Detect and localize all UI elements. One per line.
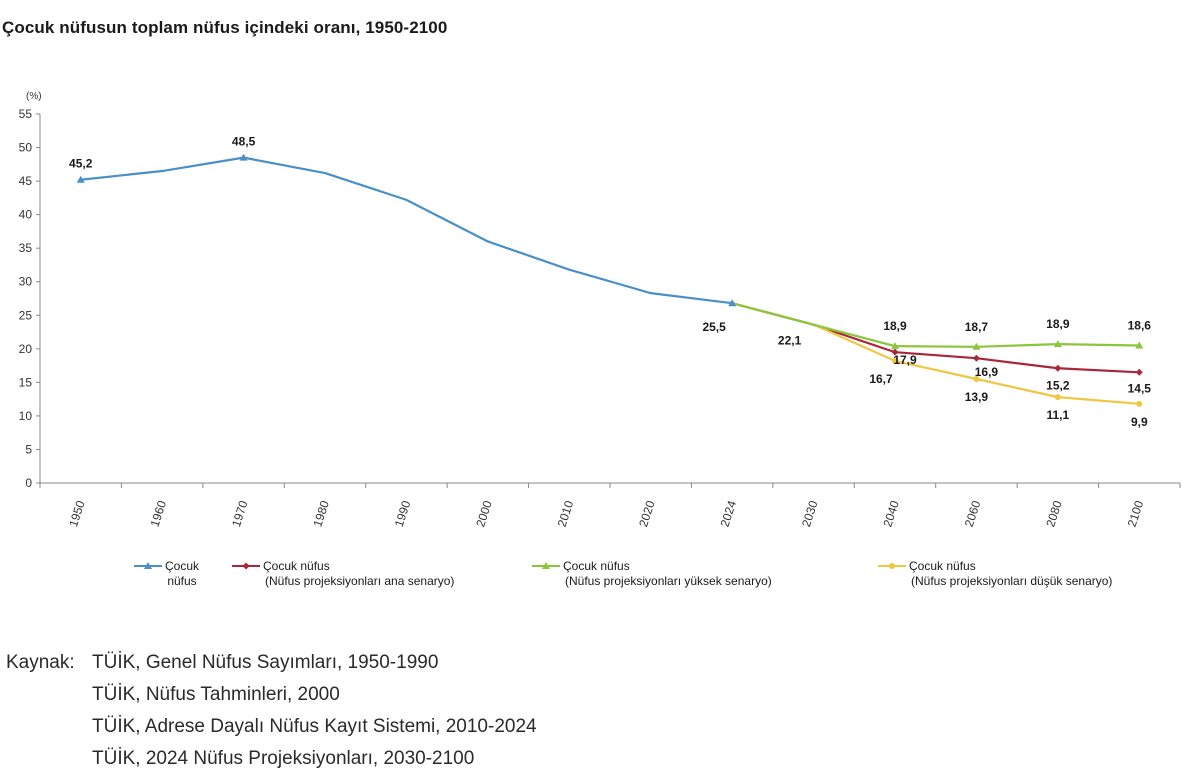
x-tick-label: 2030 [799,499,821,529]
series-marker [891,342,899,350]
data-label: 18,9 [883,319,907,333]
chart-series [76,153,1144,407]
series-marker [1054,364,1062,372]
series-marker [891,348,899,356]
series-marker [239,153,248,161]
chart-title: Çocuk nüfusun toplam nüfus içindeki oran… [2,18,448,37]
x-tick-label: 1950 [66,499,88,529]
y-tick-label: 0 [25,476,32,490]
legend-swatch-marker [144,562,152,569]
data-label: 25,5 [702,320,726,334]
series-marker [892,357,898,364]
x-tick-label: 2100 [1125,499,1147,529]
legend-label: nüfus [167,574,196,588]
data-label: 22,1 [778,334,802,348]
y-tick-label: 55 [19,107,33,121]
data-label: 15,2 [1046,378,1070,392]
data-label: 9,9 [1131,415,1148,429]
legend-label: (Nüfus projeksiyonları ana senaryo) [265,574,454,588]
data-label: 16,7 [869,372,893,386]
series-marker [973,376,980,383]
series-marker [728,299,737,307]
data-label: 14,5 [1128,381,1152,395]
series-marker [1136,400,1143,407]
x-tick-label: 2040 [880,499,902,529]
y-tick-label: 15 [19,375,33,389]
data-label: 18,6 [1128,318,1152,332]
data-label: 13,9 [965,390,989,404]
y-axis-label: (%) [26,91,42,102]
data-label: 17,9 [893,353,917,367]
data-label: 16,9 [975,365,999,379]
source-label: Kaynak: [6,652,75,673]
data-label: 11,1 [1047,408,1070,422]
legend-label: (Nüfus projeksiyonları düşük senaryo) [911,574,1112,588]
y-tick-label: 50 [19,141,33,155]
legend-label: Çocuk [165,559,200,573]
legend-label: Çocuk nüfus [909,559,976,573]
x-tick-label: 1960 [148,499,170,529]
x-tick-label: 1980 [310,499,332,529]
data-label: 45,2 [69,157,93,171]
y-tick-label: 5 [25,442,32,456]
y-tick-label: 20 [19,342,33,356]
data-label: 48,5 [232,135,256,149]
series-marker [1053,340,1062,348]
legend-swatch-marker [242,562,250,570]
x-tick-label: 2060 [962,499,984,529]
data-label: 18,9 [1046,317,1070,331]
series-marker [972,342,981,350]
x-tick-label: 2010 [555,499,577,529]
source-line-3: TÜİK, Adrese Dayalı Nüfus Kayıt Sistemi,… [92,716,537,737]
series-line [80,156,733,305]
legend-label: Çocuk nüfus [563,559,630,573]
x-tick-label: 1990 [392,499,414,529]
legend-label: Çocuk nüfus [263,559,330,573]
series-marker [76,175,85,183]
legend-label: (Nüfus projeksiyonları yüksek senaryo) [565,574,772,588]
y-tick-label: 30 [19,275,33,289]
x-tick-label: 2000 [473,499,495,529]
series-marker [972,354,980,362]
source-line-1: TÜİK, Genel Nüfus Sayımları, 1950-1990 [92,652,439,673]
series-line [731,302,1140,348]
data-label: 18,7 [965,320,989,334]
x-tick-label: 2024 [718,499,740,529]
x-tick-label: 1970 [229,499,251,529]
legend-swatch-marker [889,563,895,569]
legend-swatch-marker [542,562,550,569]
x-tick-label: 2080 [1043,499,1065,529]
line-chart: 0 5 10 15 20 25 30 35 40 45 50 55 (%) 1950 1960 1970 198… [19,91,1181,588]
y-tick-label: 40 [19,208,33,222]
series-marker [1135,368,1143,376]
chart-data-labels: 45,2 48,5 17,9 16,9 15,2 14,5 18,9 18,7 18,9 18,6… [69,135,1151,429]
y-tick-label: 10 [19,409,33,423]
series-marker [1054,394,1061,401]
series-marker [1135,341,1144,349]
source-line-2: TÜİK, Nüfus Tahminleri, 2000 [92,684,340,705]
chart-axes: 0 5 10 15 20 25 30 35 40 45 50 55 (%) 1950 1960 1970 198… [19,91,1181,529]
x-tick-label: 2020 [636,499,658,529]
y-tick-label: 25 [19,308,33,322]
y-tick-label: 45 [19,174,33,188]
y-tick-label: 35 [19,241,33,255]
source-line-4: TÜİK, 2024 Nüfus Projeksiyonları, 2030-2… [92,748,475,769]
